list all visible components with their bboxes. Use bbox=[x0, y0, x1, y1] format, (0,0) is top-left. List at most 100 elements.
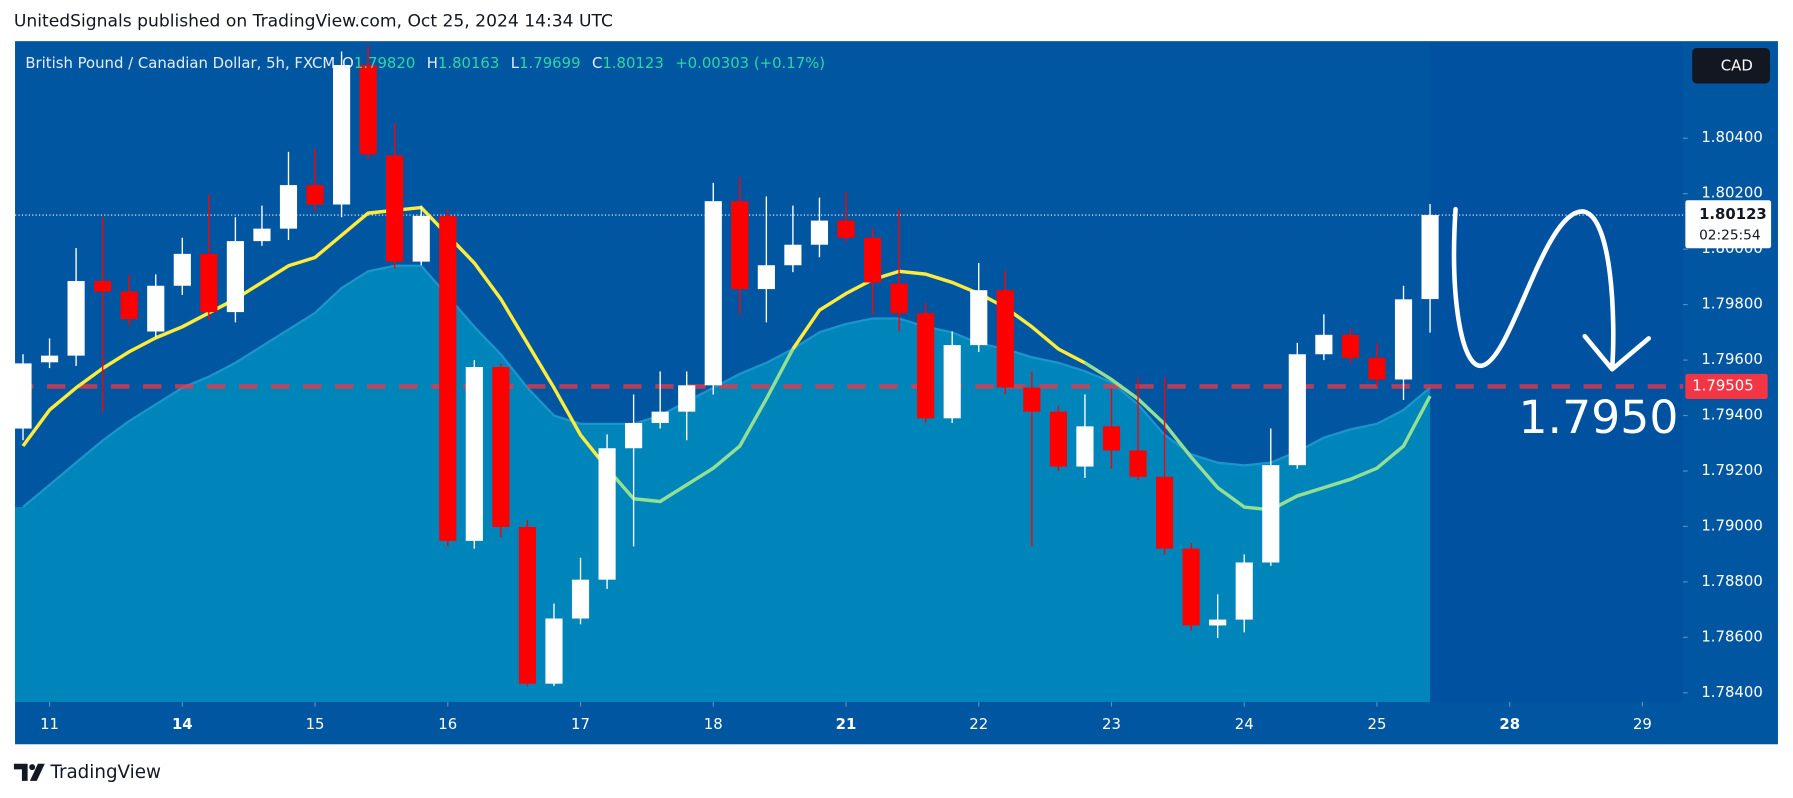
x-tick-label: 15 bbox=[306, 715, 325, 733]
candle-body bbox=[94, 281, 112, 292]
candle-body bbox=[492, 367, 510, 527]
candle-body bbox=[386, 155, 404, 262]
last-price-box bbox=[1685, 200, 1772, 249]
candle-body bbox=[120, 291, 138, 320]
candle-body bbox=[465, 367, 483, 541]
candle-body bbox=[571, 579, 590, 619]
x-tick-label: 23 bbox=[1102, 715, 1121, 733]
legend: British Pound / Canadian Dollar, 5h, FXC… bbox=[25, 54, 825, 72]
x-tick-label: 24 bbox=[1235, 715, 1254, 733]
logo-part bbox=[29, 763, 45, 781]
candle-body bbox=[14, 363, 32, 429]
candle-body bbox=[917, 313, 935, 419]
y-tick-label: 1.79000 bbox=[1701, 516, 1762, 534]
candle-body bbox=[253, 228, 271, 242]
candle-body bbox=[1288, 354, 1306, 466]
candle-body bbox=[1315, 334, 1333, 355]
candle-body bbox=[279, 185, 298, 229]
logo-part bbox=[13, 763, 28, 781]
currency-label[interactable]: CAD bbox=[1721, 56, 1753, 74]
candle-body bbox=[1102, 426, 1121, 451]
candle-body bbox=[1156, 476, 1174, 549]
candle-body bbox=[1341, 334, 1359, 358]
x-tick-label: 22 bbox=[969, 715, 988, 733]
candle-body bbox=[704, 201, 722, 386]
legend-value: 1.79699 bbox=[519, 54, 580, 72]
candle-body bbox=[200, 253, 218, 313]
y-tick-label: 1.79600 bbox=[1701, 350, 1762, 368]
legend-key: O bbox=[342, 54, 354, 72]
y-tick-label: 1.79800 bbox=[1701, 295, 1762, 313]
y-tick-label: 1.79400 bbox=[1701, 406, 1762, 424]
candle-body bbox=[439, 215, 457, 541]
legend-change: +0.00303 (+0.17%) bbox=[675, 54, 825, 72]
plot-area bbox=[14, 45, 1684, 702]
candle-body bbox=[731, 201, 749, 290]
legend-value: 1.80163 bbox=[438, 54, 499, 72]
legend-key: C bbox=[592, 54, 602, 72]
candle-body bbox=[147, 285, 165, 332]
candle-body bbox=[359, 65, 377, 155]
candle-body bbox=[40, 355, 59, 363]
y-tick-label: 1.79200 bbox=[1701, 461, 1762, 479]
ma-line bbox=[605, 348, 1432, 512]
footer-logo bbox=[13, 763, 45, 781]
candle-body bbox=[1076, 426, 1094, 467]
x-tick-label: 28 bbox=[1499, 715, 1520, 733]
ma-area-line bbox=[22, 264, 1431, 508]
candle-body bbox=[67, 281, 85, 356]
legend-key: H bbox=[427, 54, 438, 72]
y-tick-label: 1.78800 bbox=[1701, 572, 1762, 590]
candle-body bbox=[810, 220, 829, 245]
candle-body bbox=[1209, 619, 1227, 626]
x-tick-label: 21 bbox=[836, 715, 857, 733]
candle-body bbox=[943, 345, 961, 419]
legend-symbol: British Pound / Canadian Dollar, 5h, FXC… bbox=[25, 54, 335, 72]
candle-body bbox=[306, 185, 324, 205]
legend-value: 1.80123 bbox=[602, 54, 663, 72]
candle-body bbox=[598, 448, 616, 580]
y-tick-label: 1.78400 bbox=[1701, 683, 1762, 701]
footer-brand: TradingView bbox=[49, 762, 161, 783]
axes: 1.804001.802001.800001.798001.796001.794… bbox=[40, 128, 1772, 733]
candle-body bbox=[970, 290, 988, 346]
ma-line bbox=[21, 205, 1086, 470]
future-zone bbox=[1430, 42, 1684, 702]
level-price-label: 1.79505 bbox=[1692, 376, 1753, 394]
candle-body bbox=[1182, 548, 1200, 626]
candle-body bbox=[1262, 465, 1280, 563]
candle-body bbox=[1394, 299, 1413, 380]
y-tick-label: 1.80200 bbox=[1701, 184, 1762, 202]
candle-body bbox=[226, 241, 244, 313]
candle-body bbox=[1049, 411, 1067, 467]
candle-body bbox=[757, 265, 775, 290]
candle-body bbox=[1368, 357, 1386, 380]
ma-area bbox=[15, 265, 1431, 702]
candle-body bbox=[545, 618, 563, 684]
drawn-arrow bbox=[1451, 206, 1616, 371]
currency-button[interactable] bbox=[1692, 48, 1770, 84]
candle-body bbox=[837, 220, 855, 238]
last-price-label: 1.80123 bbox=[1699, 205, 1767, 223]
countdown-label: 02:25:54 bbox=[1699, 228, 1761, 244]
candle-body bbox=[1235, 562, 1253, 620]
x-tick-label: 25 bbox=[1368, 715, 1387, 733]
candle-body bbox=[784, 244, 802, 266]
legend-value: 1.79820 bbox=[354, 54, 415, 72]
x-tick-label: 11 bbox=[40, 715, 59, 733]
candle-body bbox=[1129, 450, 1147, 477]
publish-header: UnitedSignals published on TradingView.c… bbox=[14, 12, 613, 32]
level-price-box bbox=[1685, 373, 1768, 399]
logo-part bbox=[29, 764, 36, 771]
candle-body bbox=[1023, 387, 1041, 412]
candle-body bbox=[1421, 215, 1439, 300]
candle-body bbox=[651, 411, 669, 424]
x-tick-label: 14 bbox=[172, 715, 193, 733]
y-tick-label: 1.80400 bbox=[1701, 128, 1762, 146]
x-tick-label: 16 bbox=[438, 715, 457, 733]
candle-body bbox=[518, 526, 536, 684]
x-tick-label: 18 bbox=[704, 715, 723, 733]
candle-body bbox=[173, 253, 191, 286]
